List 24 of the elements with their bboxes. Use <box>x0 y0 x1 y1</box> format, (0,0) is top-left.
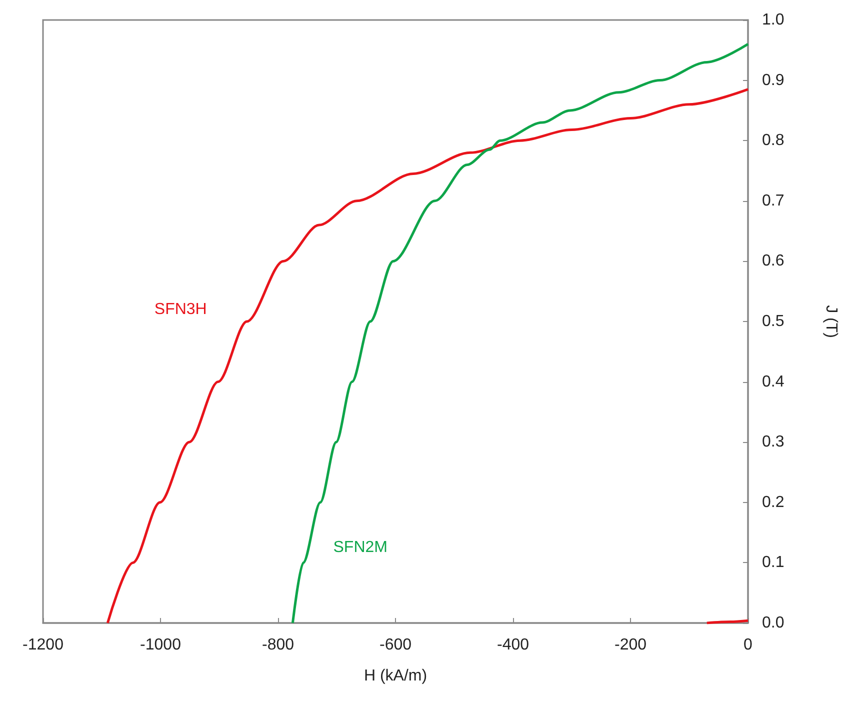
line-series <box>106 88 750 624</box>
y-tick-label: 0.2 <box>762 494 784 511</box>
x-tick-label: -200 <box>614 636 647 654</box>
y-axis-title: J (T) <box>822 305 840 338</box>
y-tick-label: 0.4 <box>762 373 784 390</box>
x-tick-label: -1200 <box>22 636 64 654</box>
x-tick-label: -1000 <box>140 636 182 654</box>
x-tick-label: -600 <box>379 636 412 654</box>
y-tick-label: 0.8 <box>762 132 784 150</box>
y-tick-label: 0.9 <box>762 72 784 89</box>
y-tick-label: 1.0 <box>762 12 784 28</box>
x-tick-label: -800 <box>262 636 294 654</box>
x-axis-title: H (kA/m) <box>364 668 428 684</box>
y-tick-label: 0.7 <box>762 192 784 210</box>
series-label: SFN2M <box>333 539 388 556</box>
x-tick-label: 0 <box>744 636 753 654</box>
y-tick-label: 0.3 <box>762 434 784 451</box>
y-tick-label: 0.5 <box>762 313 784 330</box>
x-tick-label: -400 <box>496 636 530 654</box>
y-tick-label: 0.1 <box>762 554 784 572</box>
y-tick-label: 0.0 <box>762 614 784 632</box>
y-tick-label: 0.6 <box>762 252 784 270</box>
text: SFN3H <box>154 301 207 318</box>
line-series <box>291 42 750 624</box>
